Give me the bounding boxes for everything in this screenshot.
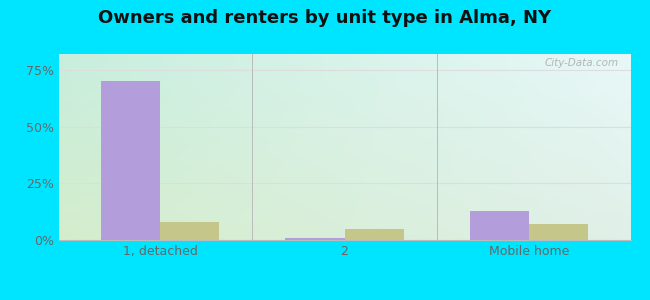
Bar [101,81,160,240]
Text: Owners and renters by unit type in Alma, NY: Owners and renters by unit type in Alma,… [98,9,552,27]
Text: City-Data.com: City-Data.com [545,58,619,68]
Bar [529,224,588,240]
Bar [160,222,219,240]
Bar [470,211,529,240]
Bar [285,238,345,240]
Bar [344,229,404,240]
